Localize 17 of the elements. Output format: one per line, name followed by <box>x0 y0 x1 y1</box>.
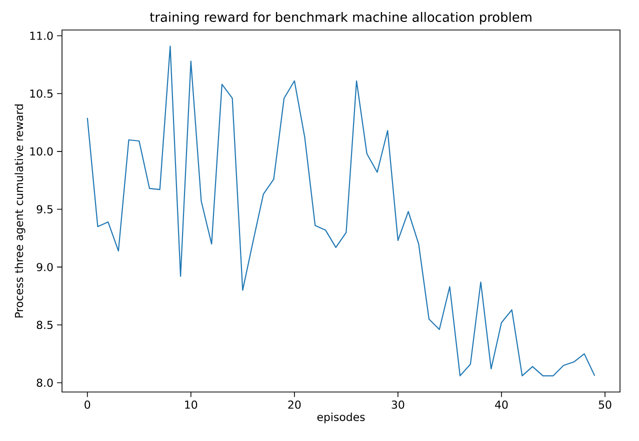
x-tick-label: 40 <box>495 400 508 409</box>
x-axis-title: episodes <box>317 412 365 424</box>
x-tick-label: 10 <box>185 400 198 409</box>
chart-title: training reward for benchmark machine allocation problem <box>150 12 532 24</box>
y-tick-label: 11.0 <box>30 32 53 40</box>
x-tick-label: 30 <box>392 400 404 409</box>
x-tick-label: 50 <box>598 400 612 409</box>
x-tick-label: 20 <box>288 400 301 409</box>
x-tick-label: 0 <box>84 400 90 409</box>
y-tick-label: 9.0 <box>36 262 53 272</box>
y-tick-label: 8.0 <box>36 378 53 387</box>
y-tick-label: 8.5 <box>36 320 53 330</box>
line-series <box>86 46 596 376</box>
y-tick-label: 10.0 <box>30 147 53 156</box>
y-axis-title: Process three agent cumulative reward <box>14 104 26 318</box>
y-tick-label: 9.5 <box>36 205 53 214</box>
y-tick-label: 10.5 <box>30 89 53 98</box>
